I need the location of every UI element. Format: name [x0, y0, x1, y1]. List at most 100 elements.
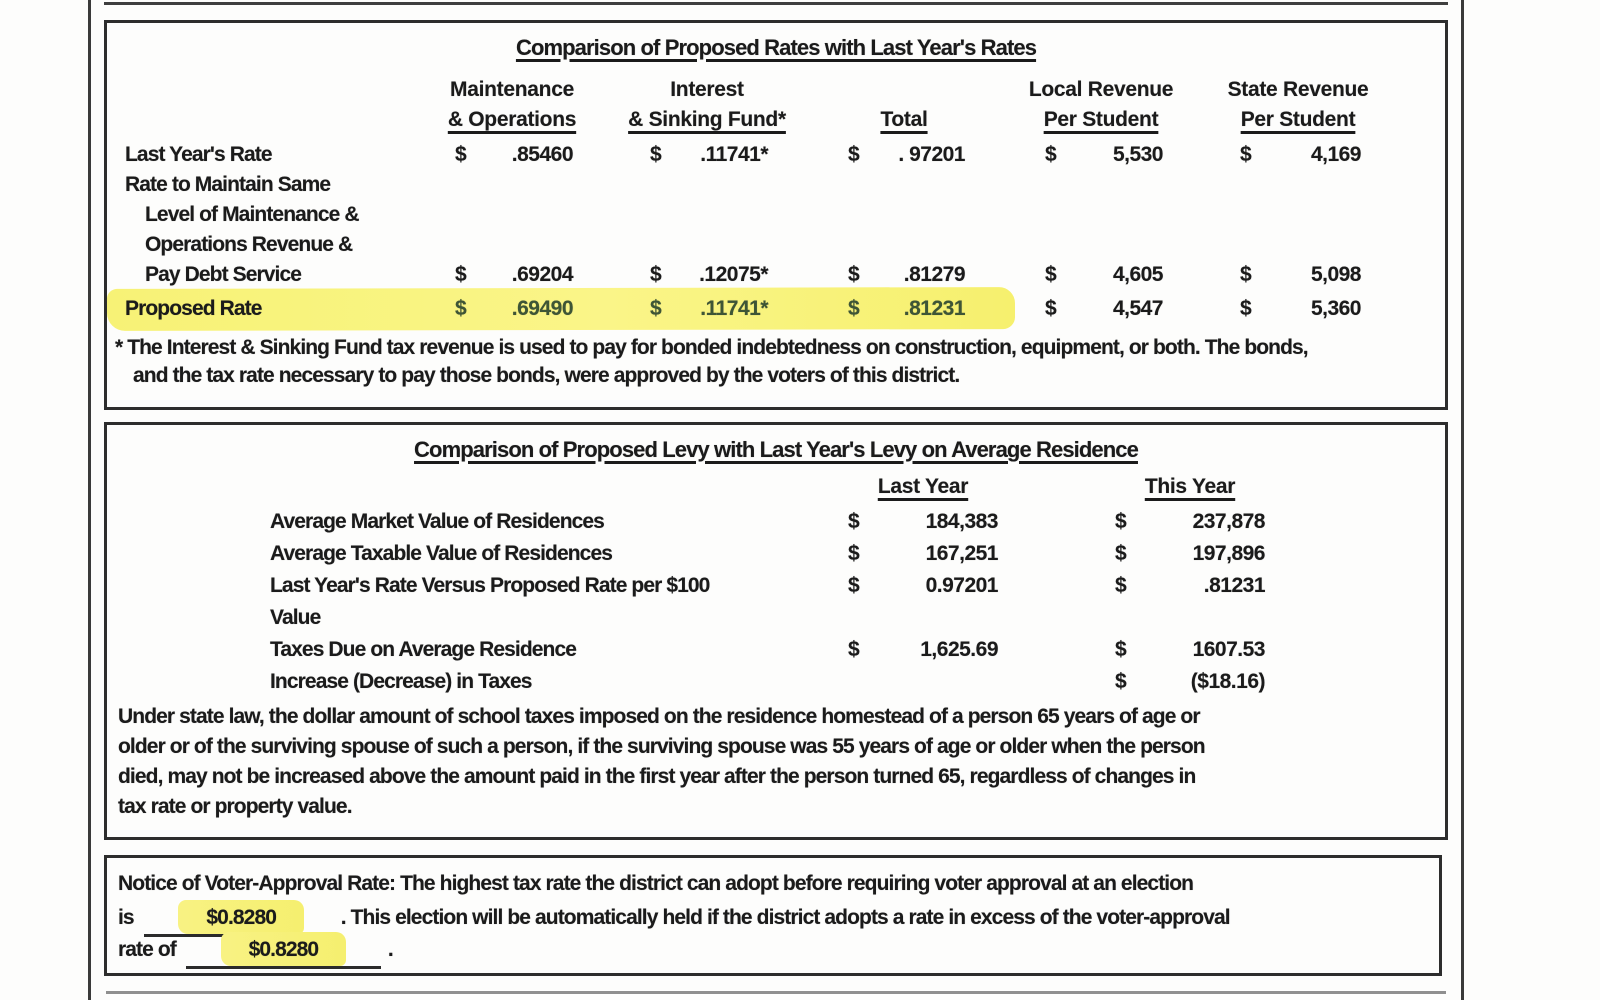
rates-table-title: Comparison of Proposed Rates with Last Y… [515, 35, 1037, 60]
dollar-sign: $ [848, 638, 860, 661]
amount-value: 4,605 [1112, 263, 1164, 286]
amount-value: .12075* [699, 263, 768, 286]
dollar-sign: $ [1115, 510, 1127, 533]
this-year-cell: $197,896 [1115, 538, 1266, 570]
row-label: Proposed Rate [125, 297, 262, 320]
state-revenue-cell: $5,360 [1240, 290, 1362, 328]
interest-sinking-footnote: * The Interest & Sinking Fund tax revenu… [107, 334, 1445, 390]
voter-approval-rate-value: $0.8280 [220, 932, 347, 966]
local-revenue-cell: $4,547 [1045, 290, 1164, 328]
total-cell: $ .81279 [848, 260, 966, 290]
rates-comparison-section: Comparison of Proposed Rates with Last Y… [104, 20, 1448, 410]
state-revenue-cell: $5,098 [1240, 260, 1362, 290]
levy-header-row: Last Year This Year [107, 472, 1445, 502]
law-line4: tax rate or property value. [118, 795, 353, 818]
amount-value: 1607.53 [1192, 638, 1266, 661]
amount-value: .81279 [903, 263, 966, 286]
header-total: Total [880, 108, 928, 131]
senior-tax-law-paragraph: Under state law, the dollar amount of sc… [107, 702, 1445, 822]
footnote-line1: * The Interest & Sinking Fund tax revenu… [115, 336, 1309, 359]
row-rate-versus-proposed-wrap: Value [107, 602, 1445, 634]
total-cell: $ .81231 [848, 290, 966, 328]
header-state-revenue-line2: Per Student [1240, 108, 1356, 131]
amount-value: .81231 [903, 297, 966, 320]
amount-value: 167,251 [925, 542, 999, 565]
last-year-cell: $1,625.69 [848, 634, 998, 666]
dollar-sign: $ [848, 263, 860, 286]
notice-line2-prefix: is [118, 906, 135, 929]
notice-line3-suffix: . [387, 938, 394, 961]
row-taxes-due: Taxes Due on Average Residence $1,625.69… [107, 634, 1445, 666]
last-year-cell: $0.97201 [848, 570, 999, 602]
dollar-sign: $ [1240, 263, 1252, 286]
row-label: Increase (Decrease) in Taxes [270, 670, 532, 693]
header-state-revenue-line1: State Revenue [1227, 78, 1369, 101]
row-average-taxable-value: Average Taxable Value of Residences $167… [107, 538, 1445, 570]
dollar-sign: $ [1115, 670, 1127, 693]
dollar-sign: $ [1115, 638, 1127, 661]
dollar-sign: $ [1045, 263, 1057, 286]
row-label: Value [270, 606, 321, 629]
page-outer-border [88, 0, 1464, 1000]
this-year-cell: $ ($18.16) [1115, 666, 1266, 698]
dollar-sign: $ [1240, 297, 1252, 320]
header-maintenance-line2: & Operations [447, 108, 577, 131]
amount-value: .11741* [700, 297, 768, 320]
header-last-year: Last Year [877, 475, 969, 498]
notice-line1: Notice of Voter-Approval Rate: The highe… [118, 872, 1194, 895]
dollar-sign: $ [1045, 297, 1057, 320]
amount-value: .69490 [511, 297, 574, 320]
amount-value: 184,383 [925, 510, 999, 533]
this-year-cell: $237,878 [1115, 506, 1266, 538]
amount-value: .81231 [1203, 574, 1266, 597]
row-label: Pay Debt Service [145, 263, 302, 286]
row-label: Last Year's Rate Versus Proposed Rate pe… [270, 574, 710, 597]
rates-header-line2: & Operations & Sinking Fund* Total Per S… [107, 105, 1445, 135]
row-maintain-label-line3: Operations Revenue & [107, 230, 1445, 260]
local-revenue-cell: $4,605 [1045, 260, 1164, 290]
amount-value: 4,169 [1310, 143, 1362, 166]
total-cell: $ . 97201 [848, 140, 965, 170]
maintenance-operations-cell: $ .85460 [455, 140, 574, 170]
law-line2: older or of the surviving spouse of such… [118, 735, 1206, 758]
row-label: Last Year's Rate [125, 143, 273, 166]
maintenance-operations-cell: $ .69490 [455, 290, 574, 328]
amount-value: .11741* [700, 143, 768, 166]
this-year-cell: $1607.53 [1115, 634, 1266, 666]
amount-value: . 97201 [898, 143, 965, 166]
row-label: Average Market Value of Residences [270, 510, 605, 533]
rates-header-line1: Maintenance Interest Local Revenue State… [107, 75, 1445, 105]
amount-value: 237,878 [1192, 510, 1266, 533]
amount-value: .69204 [511, 263, 574, 286]
amount-value: 5,360 [1310, 297, 1362, 320]
row-last-years-rate: Last Year's Rate $ .85460 $ .11741* $ . 972… [107, 140, 1445, 170]
footnote-line2: and the tax rate necessary to pay those … [133, 364, 960, 387]
amount-value: .85460 [511, 143, 574, 166]
local-revenue-cell: $5,530 [1045, 140, 1164, 170]
last-year-cell: $184,383 [848, 506, 999, 538]
header-local-revenue-line1: Local Revenue [1028, 78, 1174, 101]
notice-line2-suffix: . This election will be automatically he… [340, 906, 1231, 929]
levy-table-body: Average Market Value of Residences $184,… [107, 506, 1445, 698]
row-average-market-value: Average Market Value of Residences $184,… [107, 506, 1445, 538]
dollar-sign: $ [1115, 574, 1127, 597]
header-maintenance-line1: Maintenance [450, 78, 574, 101]
dollar-sign: $ [848, 510, 860, 533]
levy-comparison-section: Comparison of Proposed Levy with Last Ye… [104, 422, 1448, 840]
dollar-sign: $ [848, 297, 860, 320]
row-increase-decrease: Increase (Decrease) in Taxes $ ($18.16) [107, 666, 1445, 698]
dollar-sign: $ [1045, 143, 1057, 166]
next-box-top-edge [106, 991, 1446, 994]
rates-table-body: Last Year's Rate $ .85460 $ .11741* $ . 972… [106, 140, 1445, 331]
notice-line3: rate of $0.8280 . [118, 932, 1439, 969]
fill-in-blank: $0.8280 [185, 932, 381, 969]
amount-value: 197,896 [1192, 542, 1266, 565]
dollar-sign: $ [455, 143, 467, 166]
last-year-cell: $167,251 [848, 538, 999, 570]
row-label: Rate to Maintain Same [125, 173, 331, 196]
this-year-cell: $ .81231 [1115, 570, 1266, 602]
interest-sinking-cell: $ .11741* [650, 140, 768, 170]
law-line1: Under state law, the dollar amount of sc… [118, 705, 1201, 728]
row-rate-versus-proposed: Last Year's Rate Versus Proposed Rate pe… [107, 570, 1445, 602]
